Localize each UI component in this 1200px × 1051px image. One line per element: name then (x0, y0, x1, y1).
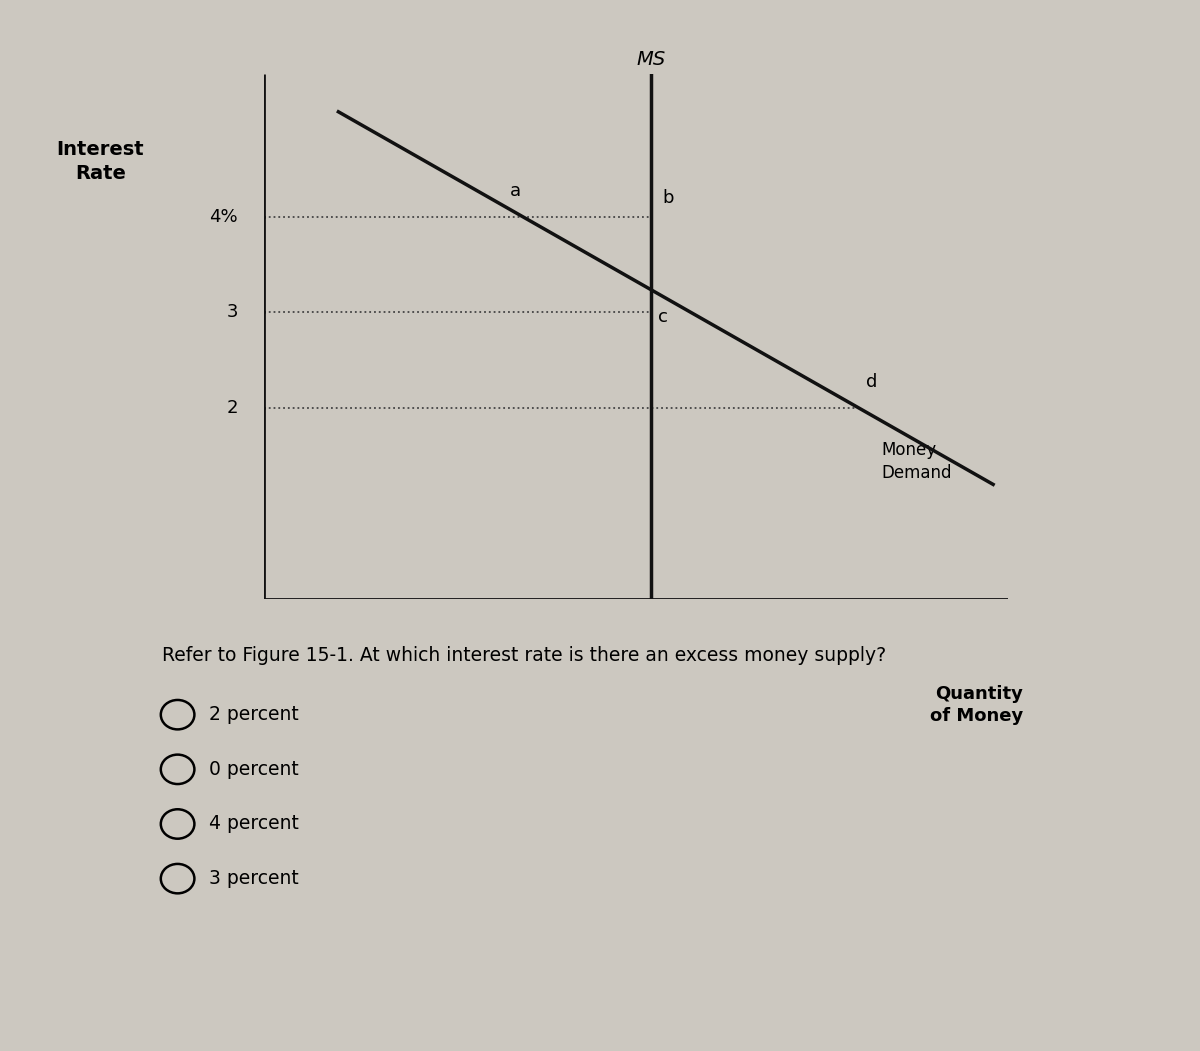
Text: 2: 2 (227, 399, 238, 417)
Text: 3 percent: 3 percent (209, 869, 299, 888)
Text: 4%: 4% (209, 208, 238, 226)
Text: 3: 3 (227, 304, 238, 322)
Text: 2 percent: 2 percent (209, 705, 299, 724)
Text: Interest
Rate: Interest Rate (56, 141, 144, 183)
Text: Quantity
of Money: Quantity of Money (930, 685, 1022, 725)
Text: Money
Demand: Money Demand (881, 441, 952, 481)
Text: 0 percent: 0 percent (209, 760, 299, 779)
Text: b: b (662, 189, 673, 207)
Text: 4 percent: 4 percent (209, 815, 299, 833)
Text: MS: MS (636, 49, 666, 68)
Text: d: d (866, 373, 877, 391)
Text: a: a (510, 182, 521, 200)
Text: Refer to Figure 15-1. At which interest rate is there an excess money supply?: Refer to Figure 15-1. At which interest … (162, 646, 886, 665)
Text: c: c (659, 308, 668, 326)
